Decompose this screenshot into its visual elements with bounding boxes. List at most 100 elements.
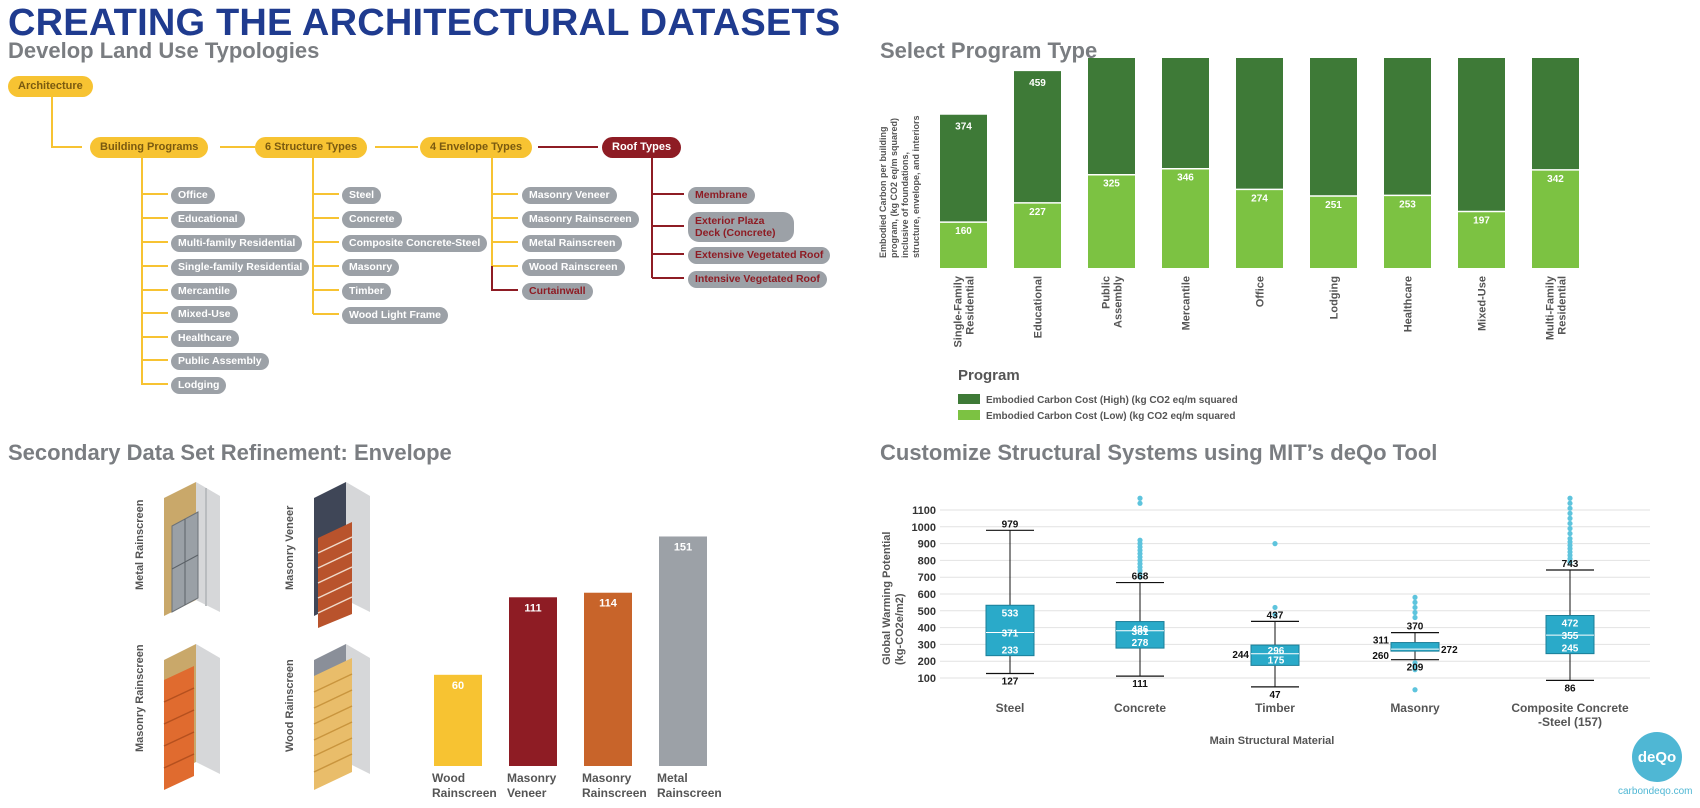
envelope-image-label: Wood Rainscreen (284, 659, 296, 752)
whisker-low-label: 47 (1269, 690, 1281, 701)
envelope-category-label: Metal (657, 771, 688, 785)
envelope-image-label: Metal Rainscreen (134, 499, 146, 590)
program-item: Office (171, 187, 215, 204)
flow-root-node: Architecture (8, 76, 93, 97)
outlier-point (1567, 515, 1573, 521)
q1-label: 233 (1002, 646, 1019, 657)
metal-rainscreen-image (158, 478, 226, 628)
y-tick-label: 500 (918, 606, 936, 618)
program-item: Mercantile (171, 283, 237, 300)
section-title-envelope: Secondary Data Set Refinement: Envelope (8, 440, 452, 465)
wood-rainscreen-illustration (313, 644, 370, 790)
bar-high (1384, 58, 1431, 196)
outlier-point (1272, 611, 1278, 617)
median-label: 244 (1232, 650, 1249, 661)
bar-label-low: 342 (1547, 174, 1564, 185)
x-tick-label: Single-Family Residential (953, 275, 977, 347)
structural-box-plot: 100 200 300 400 500 600 700 800 900 1000 1100 Globa… (881, 495, 1650, 747)
x-tick-label-line: Office (1255, 276, 1267, 307)
q1-label: 245 (1562, 644, 1579, 655)
q3-label: 296 (1268, 646, 1285, 657)
envelope-bar (434, 674, 482, 766)
legend-label: Embodied Carbon Cost (High) (kg CO2 eq/m… (986, 395, 1238, 406)
x-tick-label: Mercantile (1181, 276, 1193, 330)
x-axis-label: Main Structural Material (1210, 735, 1335, 747)
outlier-point (1412, 599, 1418, 605)
deqo-url: carbondeqo.com (1618, 786, 1693, 797)
envelope-category-label: Rainscreen (432, 786, 497, 800)
envelope-image-label: Masonry Rainscreen (134, 644, 146, 752)
bar-high (1162, 58, 1209, 169)
page-title: CREATING THE ARCHITECTURAL DATASETS (8, 2, 841, 44)
bar-low (1162, 168, 1209, 268)
envelope-item: Masonry Veneer (522, 187, 617, 204)
envelope-bar-value: 151 (674, 541, 692, 553)
bar-high (1014, 71, 1061, 203)
bar-high (1532, 58, 1579, 170)
y-tick-label: 600 (918, 589, 936, 601)
structure-item: Composite Concrete-Steel (342, 235, 488, 252)
bar-label-high: 374 (955, 122, 972, 133)
bar-high (1088, 58, 1135, 175)
envelope-category-label: Wood (432, 771, 465, 785)
x-tick-label: Lodging (1329, 276, 1341, 319)
bar-label-low: 274 (1251, 193, 1268, 204)
envelope-category-label: Masonry (582, 771, 632, 785)
outlier-point (1412, 667, 1418, 673)
y-tick-label: 1100 (912, 505, 936, 517)
bar-label-low: 160 (955, 226, 972, 237)
x-tick-label-line: Healthcare (1403, 276, 1415, 332)
bar-high (940, 114, 987, 223)
bar-low (940, 222, 987, 268)
whisker-high-label: 979 (1002, 519, 1019, 530)
x-category-label: Masonry (1390, 701, 1440, 715)
box (1115, 621, 1165, 649)
q1-label: 278 (1132, 638, 1149, 649)
x-tick-label-line: Single-Family (953, 275, 965, 347)
envelope-item-curtainwall: Curtainwall (522, 283, 593, 300)
x-category-label-line2: -Steel (157) (1538, 715, 1602, 729)
x-tick-label-line: Multi-Family (1545, 275, 1557, 340)
x-tick-label: Healthcare (1403, 276, 1415, 332)
outlier-point (1567, 530, 1573, 537)
structure-item: Steel (342, 187, 382, 204)
box (1250, 644, 1300, 666)
program-item: Single-family Residential (171, 259, 310, 276)
section-title-structural: Customize Structural Systems using MIT’s… (880, 440, 1438, 465)
flow-node-structure-types: 6 Structure Types (255, 137, 368, 158)
x-category-label: Timber (1255, 701, 1295, 715)
envelope-bar (509, 597, 557, 766)
structure-item: Masonry (342, 259, 400, 276)
flow-node-envelope-types: 4 Envelope Types (420, 137, 533, 158)
median-label: 272 (1441, 645, 1458, 656)
y-tick-label: 300 (918, 639, 936, 651)
y-axis-label: Global Warming Potential(kg-CO2e/m2) (881, 532, 906, 665)
x-tick-label-line: Mixed-Use (1477, 276, 1489, 331)
whisker-low-label: 86 (1564, 683, 1576, 694)
structure-item: Concrete (342, 211, 402, 228)
x-tick-label-line: Residential (1557, 276, 1569, 335)
masonry-veneer-illustration (314, 482, 370, 628)
envelope-item: Masonry Rainscreen (522, 211, 639, 228)
roof-item: Membrane (688, 187, 755, 204)
program-item: Mixed-Use (171, 306, 238, 323)
q3-label: 311 (1373, 636, 1390, 647)
metal-rainscreen-illustration (164, 482, 220, 616)
bar-low (1310, 195, 1357, 268)
whisker-low-label: 111 (1132, 679, 1148, 690)
median-label: 355 (1562, 631, 1579, 642)
outlier-point (1567, 500, 1573, 506)
envelope-item: Wood Rainscreen (522, 259, 625, 276)
bar-label-low: 346 (1177, 173, 1194, 184)
section-title-program: Select Program Type (880, 38, 1098, 63)
x-tick-label: Office (1255, 276, 1267, 307)
x-category-label: Steel (996, 701, 1025, 715)
bar-low (1458, 211, 1505, 268)
x-tick-label: Multi-Family Residential (1545, 275, 1569, 340)
envelope-bar-value: 111 (524, 602, 541, 614)
bar-label-low: 251 (1325, 200, 1342, 211)
outlier-point (1567, 520, 1573, 527)
flow-connectors (51, 97, 684, 385)
program-item: Lodging (171, 377, 227, 394)
